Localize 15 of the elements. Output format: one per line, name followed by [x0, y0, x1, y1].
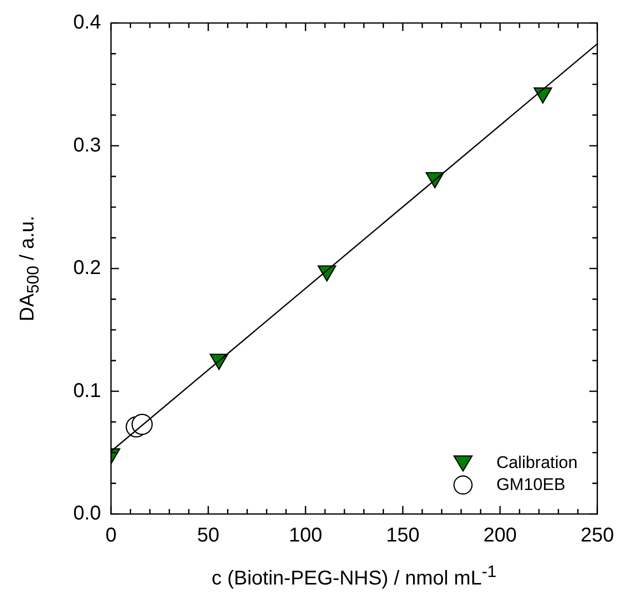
x-tick-label: 100 [288, 524, 322, 547]
y-tick-label: 0.1 [73, 380, 101, 402]
legend-label: Calibration [496, 453, 578, 473]
x-axis-title: c (Biotin-PEG-NHS) / nmol mL$^{-1}$ [212, 562, 497, 591]
point [534, 87, 552, 104]
y-tick-label: 0.0 [73, 502, 101, 525]
y-tick-label: 0.3 [73, 134, 101, 156]
x-tick-label: 200 [483, 524, 517, 547]
y-tick-label: 0.4 [73, 12, 101, 34]
x-tick-label: 50 [197, 524, 220, 547]
x-tick-label: 0 [105, 524, 117, 547]
y-tick-label: 0.2 [73, 257, 101, 280]
x-tick-label: 150 [386, 524, 420, 547]
legend-label: GM10EB [496, 475, 566, 495]
x-tick-label: 250 [580, 524, 614, 547]
